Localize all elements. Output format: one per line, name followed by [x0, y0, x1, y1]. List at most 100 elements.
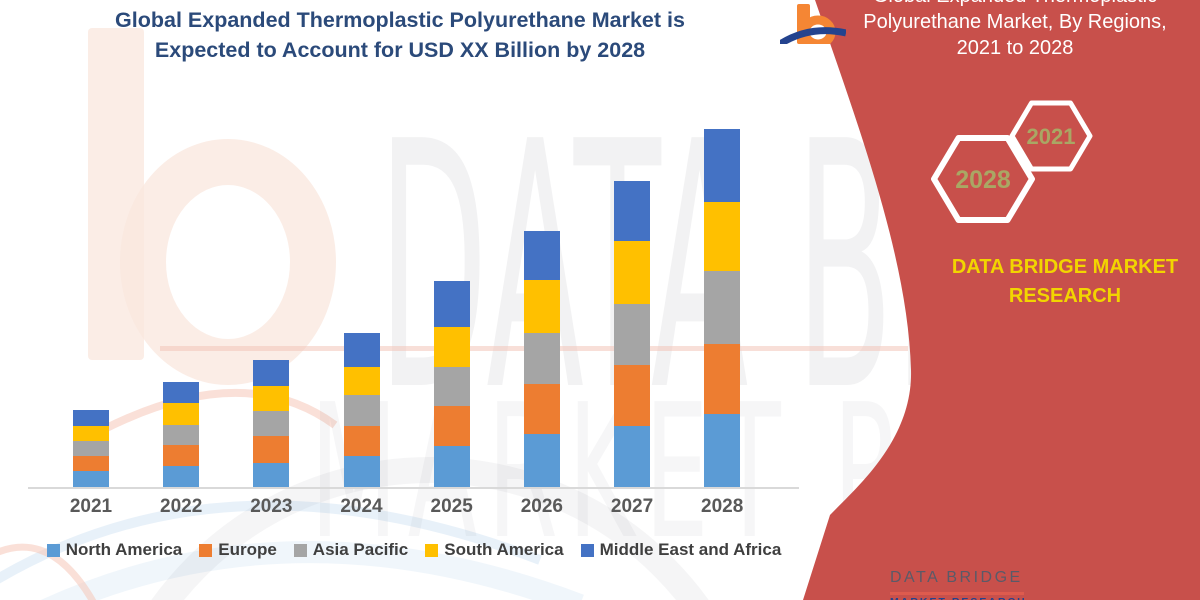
bar-2024 [343, 333, 380, 487]
x-axis-label-2027: 2027 [610, 496, 654, 517]
legend-swatch [293, 543, 307, 557]
bar-segment-2027 [614, 303, 651, 365]
x-axis-label-2026: 2026 [520, 496, 563, 517]
bar-segment-2028 [704, 128, 741, 202]
bar-segment-2021 [73, 409, 109, 426]
banner-background-shape [803, 0, 1200, 600]
bar-segment-2024 [343, 333, 380, 367]
company-logo-underline [890, 592, 1024, 595]
x-axis-line [28, 487, 799, 489]
bar-segment-2024 [343, 395, 380, 426]
bar-segment-2021 [73, 470, 109, 487]
side-banner: 2021 2028 Global Expanded Thermoplastic … [780, 0, 1200, 600]
bar-segment-2022 [163, 402, 200, 425]
bar-2022 [163, 382, 200, 487]
bar-segment-2026 [523, 434, 560, 487]
x-axis-label-2025: 2025 [430, 496, 473, 517]
banner-brand-line1: DATA BRIDGE MARKET [951, 256, 1179, 278]
legend-label: Europe [218, 540, 277, 559]
bar-segment-2022 [163, 465, 200, 487]
legend-label: South America [444, 540, 564, 559]
chart-title-line2: Expected to Account for USD XX Billion b… [154, 38, 646, 62]
watermark-logo-swoosh-pink [72, 388, 338, 449]
watermark-logo-bowl [120, 139, 336, 385]
hexagon-2028-outline [931, 135, 1035, 223]
bar-segment-2028 [704, 413, 741, 487]
bar-2025 [433, 281, 470, 487]
bar-segment-2028 [704, 344, 741, 414]
bar-segment-2025 [433, 327, 470, 367]
hexagon-2028-label: 2028 [955, 166, 1011, 194]
bar-2021 [73, 409, 109, 487]
company-logo-title: DATA BRIDGE [890, 569, 1023, 586]
watermark-blue-swoosh-2 [41, 541, 584, 600]
bar-segment-2023 [253, 410, 290, 437]
legend-swatch [46, 543, 60, 557]
bar-segment-2025 [433, 366, 470, 406]
x-axis-label-2024: 2024 [340, 496, 383, 517]
bar-segment-2025 [433, 405, 470, 447]
bar-segment-2022 [163, 382, 200, 403]
bar-segment-2025 [433, 446, 470, 487]
bar-segment-2026 [523, 384, 560, 435]
bar-segment-2026 [523, 231, 560, 281]
bar-2023 [253, 359, 290, 487]
banner-brand-line2: RESEARCH [1008, 285, 1122, 307]
bar-segment-2026 [523, 280, 560, 334]
legend-item: Europe [199, 540, 277, 560]
chart-title: Global Expanded Thermoplastic Polyuretha… [60, 5, 740, 65]
x-axis-label-2022: 2022 [160, 496, 203, 517]
x-axis-label-2023: 2023 [250, 496, 293, 517]
banner-heading-line3: 2021 to 2028 [956, 37, 1074, 59]
legend-swatch [425, 543, 439, 557]
legend-item: North America [46, 540, 182, 560]
bar-segment-2023 [253, 386, 290, 411]
bar-segment-2023 [253, 436, 290, 463]
watermark-pink-corner-arc [0, 543, 97, 600]
bar-segment-2024 [343, 366, 380, 396]
legend: North America Europe Asia Pacific South Ame… [28, 540, 800, 560]
bar-segment-2028 [704, 271, 741, 345]
bar-segment-2024 [343, 456, 380, 487]
banner-shape-svg: 2021 2028 [803, 0, 1200, 600]
bar-segment-2025 [433, 281, 470, 328]
watermark-ring [151, 457, 709, 600]
bar-segment-2027 [614, 364, 651, 426]
plot-area [28, 100, 800, 487]
x-axis-label-2021: 2021 [69, 496, 113, 517]
logo-blue-swoosh [780, 27, 846, 44]
bar-segment-2027 [614, 425, 651, 487]
company-logo-subtitle: MARKET RESEARCH [890, 596, 1040, 600]
bar-segment-2022 [163, 424, 200, 446]
bar-segment-2027 [614, 180, 651, 241]
bar-segment-2021 [73, 441, 109, 457]
chart-title-line1: Global Expanded Thermoplastic Polyuretha… [115, 8, 685, 32]
company-logo-icon [780, 4, 846, 44]
banner-heading-line1: Global Expanded Thermoplastic [840, 0, 1190, 9]
banner-heading-line2: Polyurethane Market, By Regions, [863, 11, 1167, 33]
bar-2028 [704, 128, 741, 487]
bar-segment-2024 [343, 425, 380, 457]
bar-2027 [614, 180, 651, 487]
bar-segment-2026 [523, 333, 560, 385]
banner-heading: Global Expanded Thermoplastic Polyuretha… [840, 0, 1190, 61]
legend-label: Asia Pacific [312, 540, 409, 559]
legend-item: Asia Pacific [293, 540, 409, 560]
hexagon-2021: 2021 [1009, 100, 1093, 172]
bar-segment-2027 [614, 240, 651, 304]
x-axis-labels: 2021 2022 2023 2024 2025 2026 2027 2028 [28, 496, 800, 522]
bar-segment-2028 [704, 201, 741, 272]
x-axis-label-2028: 2028 [701, 496, 744, 517]
bar-segment-2021 [73, 425, 109, 442]
hexagon-2021-label: 2021 [1027, 124, 1076, 149]
bar-segment-2022 [163, 445, 200, 466]
legend-item: Middle East and Africa [580, 540, 782, 560]
bar-segment-2023 [253, 462, 290, 487]
legend-item: South America [425, 540, 564, 560]
legend-label: Middle East and Africa [599, 540, 782, 559]
watermark-blue-swoosh-1 [0, 500, 542, 584]
legend-swatch [199, 543, 213, 557]
hexagon-2021-outline [1009, 100, 1093, 172]
